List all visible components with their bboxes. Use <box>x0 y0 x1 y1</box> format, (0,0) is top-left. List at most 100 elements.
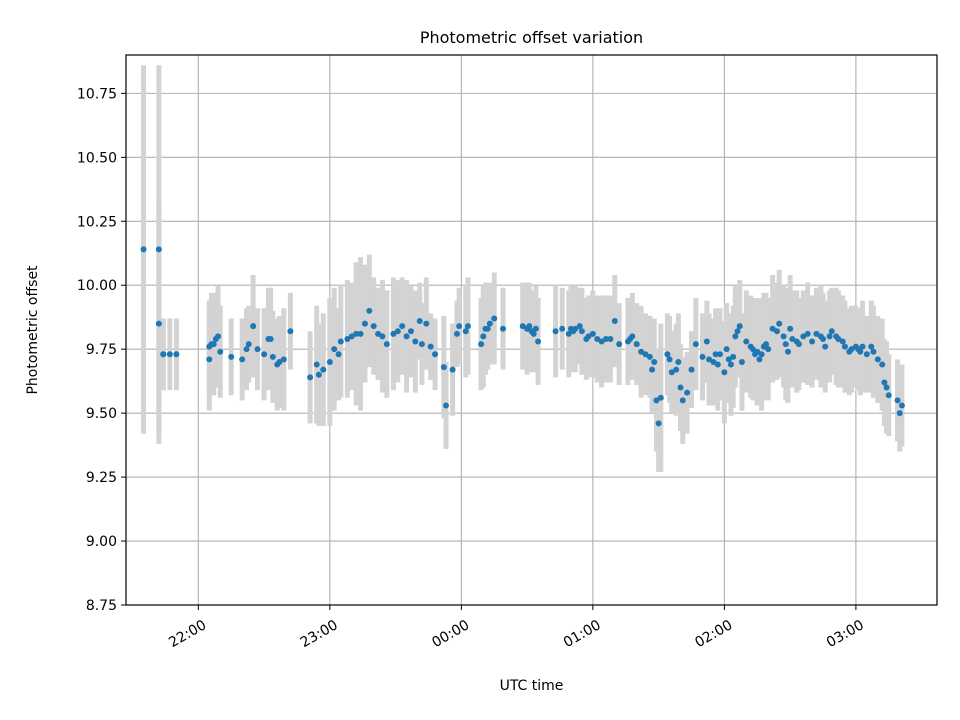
data-point <box>215 333 222 340</box>
data-point <box>280 356 287 363</box>
data-point <box>552 328 559 335</box>
data-point <box>703 338 710 345</box>
data-point <box>657 394 664 401</box>
x-tick-label: 03:00 <box>824 617 867 651</box>
data-point <box>160 351 167 358</box>
data-point <box>749 346 756 353</box>
data-point <box>738 358 745 365</box>
x-tick-label: 23:00 <box>298 617 341 651</box>
data-point <box>394 328 401 335</box>
data-point <box>754 348 761 355</box>
data-point <box>379 333 386 340</box>
data-point <box>868 343 875 350</box>
data-point <box>578 328 585 335</box>
data-point <box>885 392 892 399</box>
data-point <box>491 315 498 322</box>
data-point <box>427 343 434 350</box>
y-tick-label: 9.75 <box>86 342 117 358</box>
data-point <box>638 348 645 355</box>
plot-frame <box>125 54 938 606</box>
data-point <box>267 335 274 342</box>
data-point <box>228 353 235 360</box>
data-point <box>418 341 425 348</box>
data-point <box>453 330 460 337</box>
data-point <box>653 397 660 404</box>
y-tick-label: 10.25 <box>77 214 117 230</box>
data-point <box>666 356 673 363</box>
data-point <box>464 323 471 330</box>
data-point <box>758 351 765 358</box>
data-point <box>721 369 728 376</box>
data-point <box>412 338 419 345</box>
data-point <box>859 343 866 350</box>
data-point <box>743 338 750 345</box>
data-point <box>594 335 601 342</box>
data-point <box>307 374 314 381</box>
data-point <box>166 351 173 358</box>
data-point <box>863 351 870 358</box>
data-point <box>585 333 592 340</box>
data-point <box>407 328 414 335</box>
data-point <box>782 341 789 348</box>
data-point <box>677 384 684 391</box>
data-point <box>894 397 901 404</box>
x-tick-label: 01:00 <box>561 617 604 651</box>
data-point <box>668 369 675 376</box>
data-point <box>478 341 485 348</box>
data-point <box>776 320 783 327</box>
data-point <box>357 330 364 337</box>
data-point <box>245 341 252 348</box>
data-point <box>688 366 695 373</box>
data-point <box>642 351 649 358</box>
data-point <box>712 351 719 358</box>
data-point <box>883 384 890 391</box>
data-point <box>879 361 886 368</box>
data-point <box>390 330 397 337</box>
data-point <box>326 358 333 365</box>
y-tick-label: 9.50 <box>86 406 117 422</box>
data-point <box>462 328 469 335</box>
data-point <box>780 333 787 340</box>
data-point <box>727 361 734 368</box>
data-point <box>870 348 877 355</box>
data-point <box>486 320 493 327</box>
data-point <box>820 335 827 342</box>
data-point <box>736 323 743 330</box>
data-point <box>651 358 658 365</box>
data-point <box>576 323 583 330</box>
data-point <box>287 328 294 335</box>
data-point <box>603 335 610 342</box>
data-point <box>826 333 833 340</box>
data-point <box>261 351 268 358</box>
data-point <box>449 366 456 373</box>
data-point <box>629 333 636 340</box>
data-point <box>532 325 539 332</box>
data-point <box>813 330 820 337</box>
data-point <box>649 366 656 373</box>
data-point <box>598 338 605 345</box>
data-point <box>607 335 614 342</box>
y-tick-label: 10.50 <box>77 150 117 166</box>
data-point <box>432 351 439 358</box>
data-point <box>787 325 794 332</box>
data-point <box>789 335 796 342</box>
data-point <box>675 358 682 365</box>
data-point <box>692 341 699 348</box>
data-point <box>732 333 739 340</box>
data-point <box>881 379 888 386</box>
data-point <box>353 330 360 337</box>
y-tick-label: 8.75 <box>86 598 117 614</box>
data-point <box>784 348 791 355</box>
data-point <box>140 246 147 253</box>
data-point <box>519 323 526 330</box>
data-point <box>276 358 283 365</box>
x-tick-label: 22:00 <box>166 617 209 651</box>
data-point <box>710 358 717 365</box>
data-point <box>611 318 618 325</box>
error-bars <box>141 65 905 472</box>
data-point <box>699 353 706 360</box>
y-tick-label: 9.25 <box>86 470 117 486</box>
data-point <box>773 328 780 335</box>
data-point <box>500 325 507 332</box>
